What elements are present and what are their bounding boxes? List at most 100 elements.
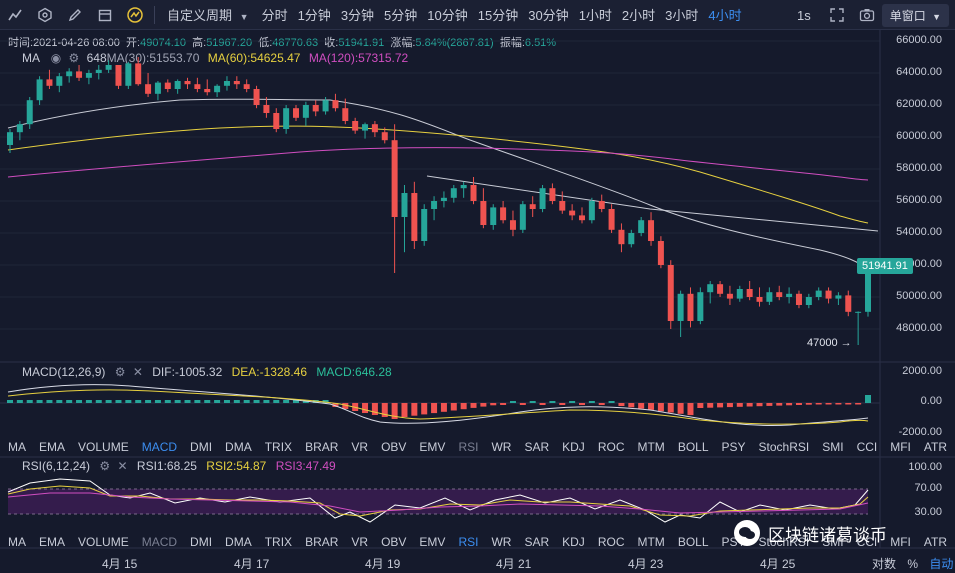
indicator-tab-macd[interactable]: MACD <box>141 440 178 454</box>
gear-icon[interactable]: ⚙ <box>99 459 111 473</box>
draw-pen-icon[interactable] <box>60 0 90 30</box>
indicator-tab-atr[interactable]: ATR <box>923 440 948 454</box>
indicator-tab-dma[interactable]: DMA <box>225 535 252 549</box>
indicator-tab-dmi[interactable]: DMI <box>190 535 213 549</box>
indicator-tab-atr[interactable]: ATR <box>923 535 948 549</box>
close-icon[interactable]: ✕ <box>132 365 143 379</box>
close-label: 收: <box>324 37 339 49</box>
indicator-tab-mfi[interactable]: MFI <box>890 440 911 454</box>
candle-down <box>687 293 694 321</box>
indicator-tab-emv[interactable]: EMV <box>419 440 446 454</box>
timeframe-4[interactable]: 10分钟 <box>427 8 468 23</box>
indicator-tab-sar[interactable]: SAR <box>524 535 550 549</box>
close-icon[interactable]: ✕ <box>117 459 128 473</box>
indicator-icon[interactable] <box>120 0 150 30</box>
indicator-tab-boll[interactable]: BOLL <box>677 440 709 454</box>
indicator-tab-vr[interactable]: VR <box>351 535 369 549</box>
camera-icon[interactable] <box>852 0 882 30</box>
time-label: 时间: <box>8 37 34 49</box>
indicator-tab-cci[interactable]: CCI <box>856 535 878 549</box>
low-value: 48770.63 <box>272 37 319 49</box>
indicator-tab-macd[interactable]: MACD <box>141 535 178 549</box>
indicator-tab-psy[interactable]: PSY <box>721 440 746 454</box>
indicator-tab-vr[interactable]: VR <box>351 440 369 454</box>
timeframe-6[interactable]: 30分钟 <box>528 8 569 23</box>
timeframe-7[interactable]: 1小时 <box>578 8 612 23</box>
indicator-tab-trix[interactable]: TRIX <box>264 440 293 454</box>
indicator-tab-emv[interactable]: EMV <box>419 535 446 549</box>
timeframe-5[interactable]: 15分钟 <box>477 8 519 23</box>
indicator-tab-volume[interactable]: VOLUME <box>78 535 129 549</box>
fullscreen-icon[interactable] <box>822 0 852 30</box>
gear-icon[interactable]: ⚙ <box>68 51 80 65</box>
indicator-tab-volume[interactable]: VOLUME <box>78 440 129 454</box>
indicator-tab-trix[interactable]: TRIX <box>264 535 293 549</box>
settings-hex-icon[interactable] <box>30 0 60 30</box>
indicator-tab-kdj[interactable]: KDJ <box>562 440 585 454</box>
candle-down <box>293 108 299 118</box>
indicator-tab-sar[interactable]: SAR <box>524 440 550 454</box>
indicator-tab-wr[interactable]: WR <box>491 440 512 454</box>
macd-bar <box>687 403 694 416</box>
timeframe-3[interactable]: 5分钟 <box>384 8 418 23</box>
indicator-tab-mtm[interactable]: MTM <box>637 535 665 549</box>
indicator-tab-mtm[interactable]: MTM <box>637 440 665 454</box>
macd-bar <box>164 400 171 403</box>
auto-scale-toggle[interactable]: 自动 <box>929 557 954 571</box>
indicator-tab-dmi[interactable]: DMI <box>190 440 213 454</box>
candle-down <box>391 140 398 217</box>
indicator-tab-ma[interactable]: MA <box>8 440 26 454</box>
candle-down <box>204 89 211 93</box>
interval-1s[interactable]: 1s <box>796 7 811 23</box>
eye-icon[interactable]: ◉ <box>50 51 62 65</box>
indicator-tab-ema[interactable]: EMA <box>39 535 66 549</box>
candle-down <box>579 215 585 221</box>
indicator-tab-cci[interactable]: CCI <box>856 440 878 454</box>
macd-bar <box>16 400 23 403</box>
indicator-tab-brar[interactable]: BRAR <box>305 440 339 454</box>
indicator-tab-brar[interactable]: BRAR <box>305 535 339 549</box>
log-scale-toggle[interactable]: 对数 <box>872 557 897 571</box>
indicator-tab-mfi[interactable]: MFI <box>890 535 911 549</box>
timeframe-2[interactable]: 3分钟 <box>340 8 375 23</box>
indicator-tab-roc[interactable]: ROC <box>597 535 625 549</box>
timeframe-8[interactable]: 2小时 <box>621 8 656 23</box>
timeframe-10[interactable]: 4小时 <box>708 8 742 23</box>
indicator-tab-obv[interactable]: OBV <box>381 535 407 549</box>
timeframe-9[interactable]: 3小时 <box>665 8 699 23</box>
indicator-tab-roc[interactable]: ROC <box>597 440 625 454</box>
change-value: 5.84%(2867.81) <box>415 37 494 49</box>
rsi-band <box>8 489 868 514</box>
indicator-tab-smi[interactable]: SMI <box>822 535 844 549</box>
price-tick-label: 64000.00 <box>896 66 942 78</box>
custom-period-dropdown[interactable]: 自定义周期 ▼ <box>159 5 257 24</box>
indicator-tab-kdj[interactable]: KDJ <box>562 535 585 549</box>
candle-down <box>243 84 250 89</box>
indicator-tab-dma[interactable]: DMA <box>225 440 252 454</box>
indicator-tab-boll[interactable]: BOLL <box>677 535 709 549</box>
macd-bar <box>835 403 842 405</box>
chart-type-icon[interactable] <box>0 0 30 30</box>
candle-up <box>539 188 546 209</box>
percent-toggle[interactable]: % <box>907 557 919 571</box>
indicator-tab-rsi[interactable]: RSI <box>458 535 479 549</box>
candlesticks <box>7 57 871 345</box>
template-icon[interactable] <box>90 0 120 30</box>
indicator-tab-ma[interactable]: MA <box>8 535 26 549</box>
indicator-tab-stochrsi[interactable]: StochRSI <box>758 440 810 454</box>
indicator-tab-smi[interactable]: SMI <box>822 440 844 454</box>
macd-bar <box>638 403 645 409</box>
timeframe-1[interactable]: 1分钟 <box>297 8 331 23</box>
timeframe-0[interactable]: 分时 <box>261 8 288 23</box>
watermark-text: 区块链诸葛谈币 <box>768 525 887 545</box>
indicator-tab-ema[interactable]: EMA <box>39 440 66 454</box>
indicator-tab-stochrsi[interactable]: StochRSI <box>758 535 810 549</box>
indicator-tab-obv[interactable]: OBV <box>381 440 407 454</box>
gear-icon[interactable]: ⚙ <box>114 365 126 379</box>
indicator-tab-rsi[interactable]: RSI <box>458 440 479 454</box>
indicator-tab-wr[interactable]: WR <box>491 535 512 549</box>
macd-tick-label: 0.00 <box>920 395 942 407</box>
candle-down <box>549 188 556 201</box>
window-mode-button[interactable]: 单窗口 ▼ <box>881 3 949 27</box>
